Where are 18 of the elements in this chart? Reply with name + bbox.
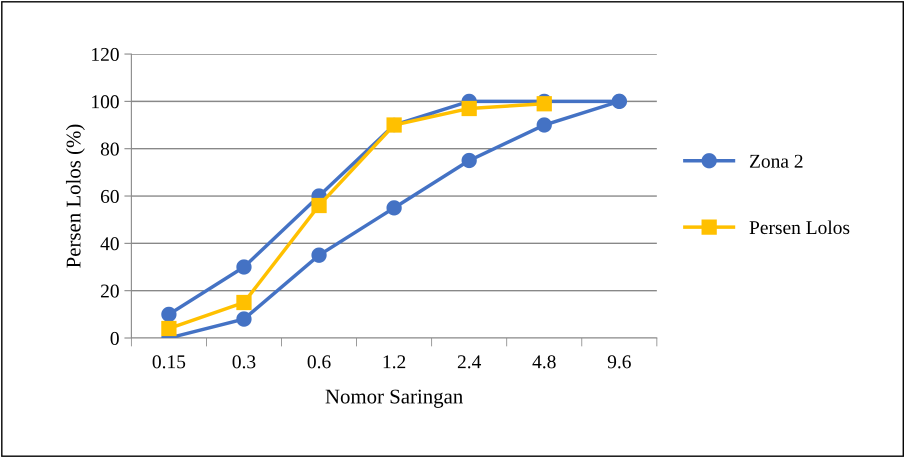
y-tick-label: 80 [100, 142, 119, 156]
x-tick-label: 0.15 [152, 355, 186, 368]
y-tick-label: 60 [100, 190, 119, 203]
y-tick-label: 20 [100, 284, 119, 298]
y-tick-label: 40 [100, 237, 119, 250]
x-tick-label: 0.6 [308, 355, 331, 368]
x-tick-label: 0.3 [232, 355, 256, 368]
y-tick-label: 100 [92, 95, 119, 108]
y-tick-label: 120 [92, 48, 119, 61]
x-tick-label: 1.2 [384, 355, 406, 368]
y-tick-label: 0 [110, 332, 119, 345]
legend-label: Zona 2 [750, 154, 802, 168]
y-axis-title: Persen Lolos (%) [66, 124, 85, 268]
x-tick-label: 4.8 [532, 355, 556, 368]
x-axis-title: Nomor Saringan [326, 390, 463, 408]
x-tick-label: 9.6 [608, 355, 631, 368]
legend-label: Persen Lolos [750, 220, 850, 234]
x-tick-label: 2.4 [458, 355, 482, 368]
